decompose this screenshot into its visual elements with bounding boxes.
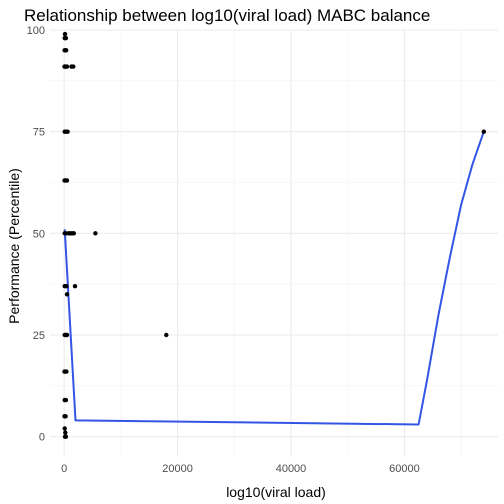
data-point [93, 231, 98, 236]
data-point [65, 129, 70, 134]
y-tick-label: 0 [39, 432, 45, 444]
y-tick-label: 75 [33, 127, 45, 139]
data-point [72, 284, 78, 289]
smooth-line-layer [63, 131, 485, 426]
data-point [64, 369, 69, 374]
data-point [71, 64, 76, 69]
data-point [71, 231, 77, 236]
data-point [481, 129, 486, 134]
y-tick-label: 50 [33, 228, 45, 240]
x-tick-label: 40000 [276, 463, 307, 475]
x-tick-label: 0 [61, 463, 67, 475]
x-tick-label: 20000 [162, 463, 193, 475]
y-tick-label: 100 [27, 25, 45, 37]
smooth-line [63, 131, 485, 426]
data-point [164, 332, 169, 338]
data-point [63, 35, 69, 41]
points-layer [62, 31, 486, 439]
x-axis-title: log10(viral load) [226, 484, 326, 500]
data-point [63, 430, 68, 435]
data-point [62, 31, 68, 37]
data-point [62, 426, 67, 431]
data-point [63, 434, 69, 439]
data-point [64, 284, 69, 289]
data-point [64, 178, 70, 183]
data-point [64, 64, 70, 69]
data-point [64, 292, 70, 297]
chart-title: Relationship between log10(viral load) M… [24, 6, 430, 25]
grid-lines [50, 29, 498, 457]
x-tick-label: 60000 [389, 463, 420, 475]
tick-labels: 0 20000 40000 60000 0 25 50 75 100 [27, 25, 420, 475]
data-point [63, 397, 69, 403]
data-point [64, 332, 70, 338]
data-point [63, 414, 68, 419]
data-point [63, 48, 69, 53]
y-axis-title: Performance (Percentile) [6, 168, 22, 324]
y-tick-label: 25 [33, 330, 45, 342]
